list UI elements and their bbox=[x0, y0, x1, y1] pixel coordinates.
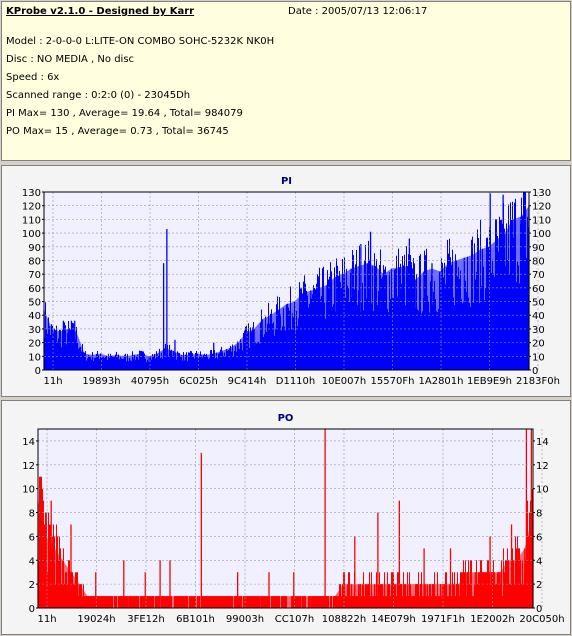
pi-ytick-left: 80 bbox=[28, 256, 41, 267]
po-xtick: 14E079h bbox=[371, 614, 415, 625]
po-xtick: 3FE12h bbox=[127, 614, 165, 625]
po-ytick-left: 0 bbox=[29, 604, 35, 615]
po-ytick-right: 0 bbox=[536, 604, 542, 615]
po-ytick-right: 4 bbox=[536, 556, 542, 567]
pi-ytick-left: 40 bbox=[28, 311, 41, 322]
po-xtick: 1971F1h bbox=[421, 614, 465, 625]
po-ytick-left: 2 bbox=[29, 580, 35, 591]
po-xtick: 108822h bbox=[322, 614, 367, 625]
app-title: KProbe v2.1.0 - Designed by Karr bbox=[6, 6, 195, 17]
speed-line: Speed : 6x bbox=[6, 72, 60, 83]
pi-xtick: 11h bbox=[43, 376, 62, 387]
po-ytick-left: 12 bbox=[22, 461, 35, 472]
pi-ytick-left: 20 bbox=[28, 339, 41, 350]
pi-ytick-right: 20 bbox=[532, 339, 545, 350]
pi-ytick-left: 130 bbox=[22, 188, 41, 199]
pi-plot-border bbox=[43, 191, 530, 371]
pi-ytick-right: 40 bbox=[532, 311, 545, 322]
po-plot-area bbox=[38, 429, 533, 608]
pi-ytick-right: 100 bbox=[532, 229, 551, 240]
pi-xtick: 10E007h bbox=[322, 376, 366, 387]
pi-xtick: 40795h bbox=[131, 376, 169, 387]
pi-ytick-left: 70 bbox=[28, 270, 41, 281]
pi-ytick-right: 0 bbox=[532, 366, 538, 377]
po-ytick-left: 14 bbox=[22, 437, 35, 448]
pi-summary-line: PI Max= 130 , Average= 19.64 , Total= 98… bbox=[6, 108, 243, 119]
pi-ytick-left: 100 bbox=[22, 229, 41, 240]
pi-chart: PI 0 0 10 10 20 20 30 30 40 40 50 50 60 60 70 70 80 80 90 90… bbox=[22, 176, 560, 387]
po-xtick: 6B101h bbox=[176, 614, 215, 625]
po-ytick-right: 12 bbox=[536, 461, 549, 472]
pi-ytick-left: 110 bbox=[22, 215, 41, 226]
pi-ytick-left: 50 bbox=[28, 298, 41, 309]
po-chart: PO 0 0 2 2 4 4 6 6 8 8 10 10 12 12 14 14 11h 19024h 3FE12h 6… bbox=[22, 413, 564, 625]
model-line: Model : 2-0-0-0 L:LITE-ON COMBO SOHC-523… bbox=[6, 36, 275, 47]
po-chart-panel: PO 0 0 2 2 4 4 6 6 8 8 10 10 12 12 14 14 11h 19024h 3FE12h 6… bbox=[1, 400, 571, 635]
pi-xtick: 6C025h bbox=[179, 376, 218, 387]
pi-ytick-right: 50 bbox=[532, 298, 545, 309]
po-xtick: 99003h bbox=[226, 614, 264, 625]
pi-ytick-right: 130 bbox=[532, 188, 551, 199]
po-ytick-left: 6 bbox=[29, 532, 35, 543]
pi-ytick-right: 120 bbox=[532, 202, 551, 213]
po-title: PO bbox=[278, 413, 294, 424]
info-panel: KProbe v2.1.0 - Designed by Karr Date : … bbox=[1, 1, 571, 161]
pi-ytick-right: 30 bbox=[532, 325, 545, 336]
pi-xtick: 2183F0h bbox=[516, 376, 560, 387]
pi-ytick-right: 70 bbox=[532, 270, 545, 281]
po-ytick-right: 14 bbox=[536, 437, 549, 448]
po-ytick-right: 8 bbox=[536, 509, 542, 520]
po-ytick-left: 4 bbox=[29, 556, 35, 567]
po-summary-line: PO Max= 15 , Average= 0.73 , Total= 3674… bbox=[6, 126, 229, 137]
po-xtick: 20C050h bbox=[519, 614, 564, 625]
pi-xtick: 19893h bbox=[82, 376, 120, 387]
po-xtick: CC107h bbox=[275, 614, 314, 625]
pi-title: PI bbox=[281, 176, 292, 187]
pi-ytick-left: 60 bbox=[28, 284, 41, 295]
pi-ytick-left: 90 bbox=[28, 243, 41, 254]
po-ytick-left: 10 bbox=[22, 485, 35, 496]
pi-ytick-left: 0 bbox=[35, 366, 41, 377]
po-ytick-right: 6 bbox=[536, 532, 542, 543]
scan-date: Date : 2005/07/13 12:06:17 bbox=[288, 6, 428, 17]
po-xtick: 1E2002h bbox=[470, 614, 514, 625]
pi-ytick-right: 60 bbox=[532, 284, 545, 295]
pi-ytick-right: 90 bbox=[532, 243, 545, 254]
disc-line: Disc : NO MEDIA , No disc bbox=[6, 54, 135, 65]
pi-xtick: 1EB9E9h bbox=[467, 376, 512, 387]
po-xtick: 11h bbox=[37, 614, 56, 625]
pi-xtick: 1A2801h bbox=[419, 376, 464, 387]
po-ytick-right: 10 bbox=[536, 485, 549, 496]
pi-ytick-left: 120 bbox=[22, 202, 41, 213]
pi-xtick: D1110h bbox=[276, 376, 316, 387]
po-plot-border bbox=[37, 428, 534, 609]
pi-chart-panel: PI 0 0 10 10 20 20 30 30 40 40 50 50 60 60 70 70 80 80 90 90… bbox=[1, 165, 571, 397]
pi-ytick-left: 30 bbox=[28, 325, 41, 336]
pi-xtick: 9C414h bbox=[228, 376, 267, 387]
pi-ytick-right: 80 bbox=[532, 256, 545, 267]
pi-ytick-left: 10 bbox=[28, 352, 41, 363]
scanned-range-line: Scanned range : 0:2:0 (0) - 23045Dh bbox=[6, 90, 191, 101]
po-ytick-right: 2 bbox=[536, 580, 542, 591]
pi-xtick: 15570Fh bbox=[371, 376, 415, 387]
pi-ytick-right: 110 bbox=[532, 215, 551, 226]
po-xtick: 19024h bbox=[77, 614, 115, 625]
pi-ytick-right: 10 bbox=[532, 352, 545, 363]
po-ytick-left: 8 bbox=[29, 509, 35, 520]
